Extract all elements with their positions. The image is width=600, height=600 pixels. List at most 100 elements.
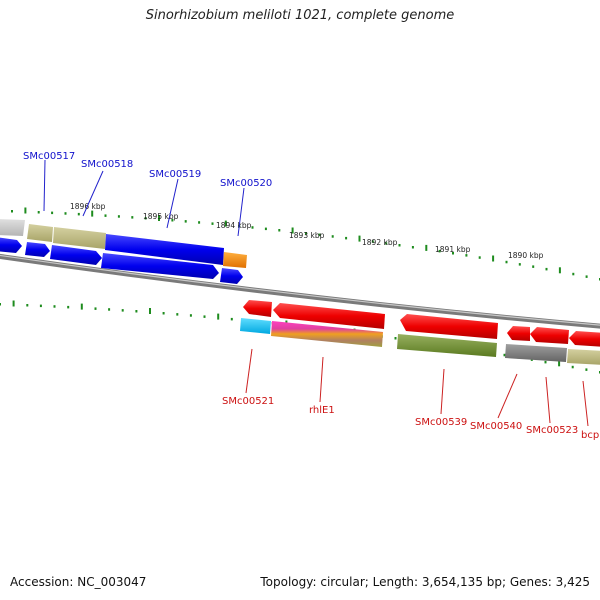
- gene-label-bcp: bcp: [581, 430, 599, 441]
- scale-minor-tick: [398, 244, 401, 247]
- scale-minor-tick: [131, 216, 134, 219]
- scale-major-tick: [24, 207, 27, 214]
- scale-minor-tick: [278, 229, 281, 232]
- gene-blue-a[interactable]: [0, 237, 22, 253]
- scale-minor-tick: [211, 222, 214, 225]
- scale-minor-tick: [64, 212, 67, 215]
- accession-label: Accession: NC_003047: [10, 575, 147, 589]
- scale-minor-tick: [465, 254, 468, 257]
- scale-major-tick: [158, 215, 160, 221]
- gene-smc00519[interactable]: [105, 234, 224, 265]
- scale-minor-tick: [176, 313, 179, 316]
- scale-major-tick: [224, 220, 227, 227]
- kbp-label-1892: 1892 kbp: [362, 238, 398, 247]
- scale-minor-tick: [345, 236, 348, 240]
- scale-minor-tick: [505, 260, 508, 264]
- gene-smc00521[interactable]: [240, 318, 271, 334]
- gene-label-rhle1: rhlE1: [309, 405, 335, 416]
- scale-minor-tick: [532, 265, 535, 268]
- gene-label-smc00521: SMc00521: [222, 396, 274, 407]
- reverse-genes-row1: [243, 300, 600, 347]
- scale-minor-tick: [545, 267, 548, 271]
- kbp-label-1890: 1890 kbp: [508, 251, 544, 260]
- scale-minor-tick: [184, 220, 187, 223]
- gene-blue-e[interactable]: [220, 268, 243, 284]
- scale-minor-tick: [571, 365, 574, 369]
- scale-ticks-forward: [11, 207, 600, 281]
- gene-label-smc00520: SMc00520: [220, 178, 272, 189]
- scale-minor-tick: [503, 353, 506, 357]
- kbp-label-1894: 1894 kbp: [216, 221, 252, 230]
- scale-minor-tick: [189, 314, 192, 317]
- genome-stats-label: Topology: circular; Length: 3,654,135 bp…: [260, 575, 590, 589]
- scale-major-tick: [291, 227, 294, 234]
- gene-red-c[interactable]: [400, 314, 498, 339]
- scale-minor-tick: [121, 309, 124, 312]
- scale-minor-tick: [385, 242, 388, 245]
- scale-minor-tick: [104, 214, 107, 217]
- scale-minor-tick: [305, 232, 307, 235]
- gene-smc00520[interactable]: [223, 252, 247, 268]
- scale-minor-tick: [331, 235, 334, 238]
- scale-minor-tick: [171, 219, 174, 222]
- gene-label-smc00519: SMc00519: [149, 169, 201, 180]
- gene-olive-1[interactable]: [27, 224, 53, 242]
- scale-major-tick: [425, 244, 428, 251]
- scale-minor-tick: [162, 312, 165, 315]
- gene-red-d[interactable]: [507, 326, 530, 341]
- scale-minor-tick: [51, 211, 54, 215]
- scale-minor-tick: [544, 360, 547, 364]
- gene-smc00523[interactable]: [567, 349, 600, 365]
- gene-red-a[interactable]: [243, 300, 272, 317]
- gene-rhle1[interactable]: [271, 321, 383, 347]
- gene-olive-2[interactable]: [53, 227, 106, 249]
- gene-label-smc00539: SMc00539: [415, 417, 467, 428]
- gene-red-b[interactable]: [273, 303, 385, 329]
- gene-label-smc00523: SMc00523: [526, 425, 578, 436]
- gene-blue-c[interactable]: [50, 245, 102, 265]
- gene-blue-b[interactable]: [25, 242, 50, 257]
- scale-major-tick: [80, 303, 83, 310]
- scale-major-tick: [492, 255, 495, 262]
- gene-gray[interactable]: [0, 219, 25, 236]
- scale-minor-tick: [371, 240, 374, 243]
- kbp-label-1893: 1893 kbp: [289, 231, 325, 240]
- forward-genes-row1: [0, 219, 247, 268]
- kbp-label-1896: 1896 kbp: [70, 202, 106, 211]
- gene-blue-d[interactable]: [101, 253, 219, 279]
- scale-minor-tick: [264, 227, 267, 231]
- gene-label-smc00517: SMc00517: [23, 151, 75, 162]
- gene-smc00540[interactable]: [505, 344, 567, 362]
- scale-minor-tick: [411, 246, 414, 249]
- scale-minor-tick: [67, 305, 70, 309]
- scale-major-tick: [149, 308, 151, 314]
- scale-major-tick: [217, 313, 220, 320]
- forward-genes-row2: [0, 237, 243, 284]
- scale-minor-tick: [203, 315, 206, 318]
- scale-minor-tick: [572, 272, 575, 276]
- scale-minor-tick: [394, 337, 397, 340]
- scale-minor-tick: [230, 317, 233, 321]
- gene-red-f[interactable]: [569, 331, 600, 347]
- scale-minor-tick: [144, 217, 147, 220]
- scale-minor-tick: [585, 275, 588, 278]
- kbp-label-1891: 1891 kbp: [435, 245, 471, 254]
- scale-minor-tick: [478, 256, 481, 259]
- gene-red-e[interactable]: [530, 327, 569, 344]
- scale-minor-tick: [438, 249, 441, 253]
- genome-backbone: [0, 253, 600, 329]
- scale-major-tick: [91, 210, 94, 217]
- scale-minor-tick: [37, 211, 40, 214]
- scale-major-tick: [12, 300, 15, 307]
- scale-minor-tick: [251, 226, 254, 229]
- scale-minor-tick: [26, 304, 29, 307]
- scale-minor-tick: [198, 221, 201, 224]
- scale-minor-tick: [452, 252, 454, 255]
- scale-minor-tick: [585, 368, 588, 371]
- scale-minor-tick: [94, 307, 97, 310]
- gene-smc00539[interactable]: [397, 334, 497, 357]
- scale-major-tick: [558, 267, 561, 274]
- scale-minor-tick: [135, 310, 138, 313]
- scale-minor-tick: [77, 212, 80, 216]
